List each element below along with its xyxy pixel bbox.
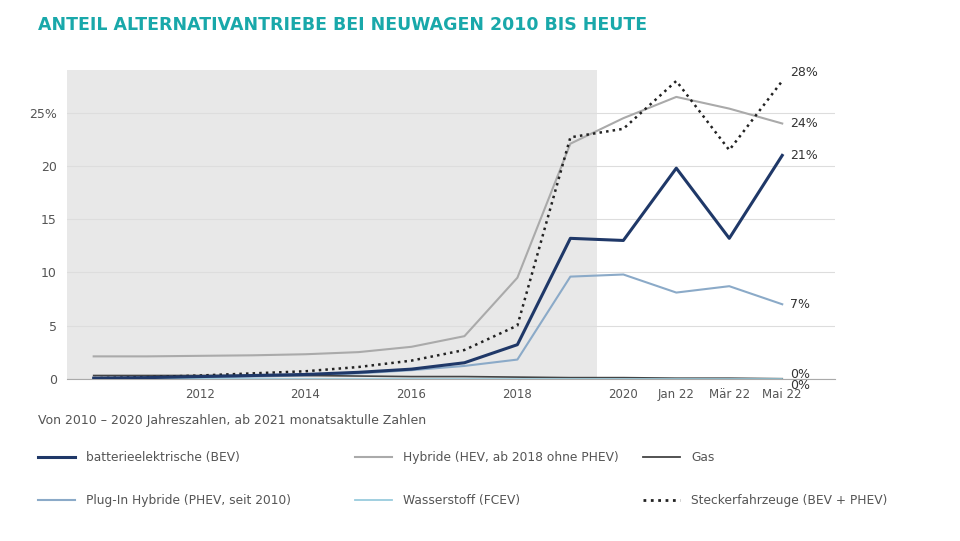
Text: 0%: 0%: [790, 368, 810, 381]
Text: 24%: 24%: [790, 117, 818, 130]
Text: Plug-In Hybride (PHEV, seit 2010): Plug-In Hybride (PHEV, seit 2010): [86, 494, 292, 507]
Text: 21%: 21%: [790, 149, 818, 162]
Text: 28%: 28%: [790, 66, 818, 79]
Text: 0%: 0%: [790, 379, 810, 392]
Text: Von 2010 – 2020 Jahreszahlen, ab 2021 monatsaktulle Zahlen: Von 2010 – 2020 Jahreszahlen, ab 2021 mo…: [38, 414, 426, 427]
Text: Hybride (HEV, ab 2018 ohne PHEV): Hybride (HEV, ab 2018 ohne PHEV): [403, 451, 619, 464]
Text: Wasserstoff (FCEV): Wasserstoff (FCEV): [403, 494, 520, 507]
Text: Steckerfahrzeuge (BEV + PHEV): Steckerfahrzeuge (BEV + PHEV): [691, 494, 888, 507]
Bar: [67, 70, 597, 379]
Text: Gas: Gas: [691, 451, 714, 464]
Text: ANTEIL ALTERNATIVANTRIEBE BEI NEUWAGEN 2010 BIS HEUTE: ANTEIL ALTERNATIVANTRIEBE BEI NEUWAGEN 2…: [38, 16, 648, 34]
Text: 7%: 7%: [790, 298, 810, 311]
Text: batterieelektrische (BEV): batterieelektrische (BEV): [86, 451, 240, 464]
